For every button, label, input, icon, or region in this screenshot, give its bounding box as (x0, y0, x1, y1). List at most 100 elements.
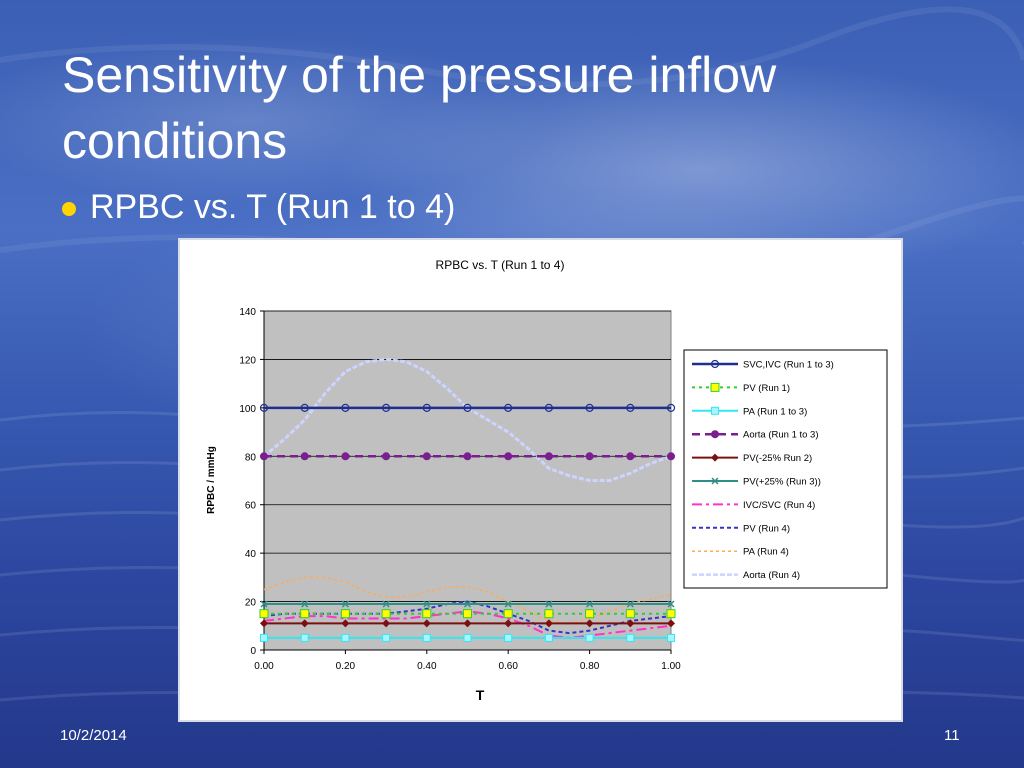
y-tick-label: 60 (245, 501, 257, 512)
data-point (259, 403, 269, 412)
legend-item: PV(-25% Run 2) (692, 453, 812, 464)
data-point (544, 619, 553, 628)
x-tick-label: 0.20 (336, 661, 356, 672)
data-point (585, 452, 594, 461)
data-point (544, 452, 553, 461)
data-point (422, 619, 431, 628)
slide-title: Sensitivity of the pressure inflow condi… (62, 47, 777, 169)
data-point (666, 609, 676, 619)
series-4 (260, 619, 675, 628)
data-point (260, 619, 268, 628)
y-axis-ticks: 0 20 40 60 80 100 120 140 (239, 307, 265, 657)
series-9 (263, 357, 672, 482)
data-point (341, 633, 350, 642)
y-tick-label: 80 (245, 452, 257, 463)
data-point (259, 609, 269, 619)
x-tick-label: 0.00 (254, 661, 274, 672)
x-tick-label: 1.00 (661, 661, 681, 672)
series-7 (263, 600, 672, 635)
legend-marker (711, 477, 719, 485)
legend-marker (711, 453, 719, 462)
data-point (504, 452, 513, 461)
data-point (463, 600, 472, 608)
chart-title: RPBC vs. T (Run 1 to 4) (436, 258, 565, 272)
legend-item: SVC,IVC (Run 1 to 3) (692, 360, 834, 371)
data-point (585, 403, 594, 412)
legend-label: PA (Run 4) (743, 547, 789, 558)
legend-label: SVC,IVC (Run 1 to 3) (743, 360, 834, 371)
data-point (463, 403, 472, 412)
data-point (626, 619, 635, 628)
data-point (667, 619, 675, 628)
data-point (585, 609, 595, 619)
data-point (666, 403, 676, 412)
data-point (260, 452, 268, 461)
legend-item: PA (Run 1 to 3) (692, 406, 807, 417)
data-point (625, 609, 635, 619)
series-line (263, 357, 672, 482)
x-tick-label: 0.60 (498, 661, 518, 672)
legend-item: Aorta (Run 1 to 3) (692, 430, 819, 441)
y-tick-label: 20 (245, 598, 257, 609)
data-point (503, 609, 513, 619)
page-number: 11 (944, 727, 960, 744)
data-point (300, 619, 309, 628)
series-2 (260, 633, 675, 642)
data-point (504, 403, 513, 412)
data-point (422, 633, 431, 642)
data-point (382, 619, 391, 628)
data-point (585, 619, 594, 628)
data-point (544, 633, 553, 642)
bullet-dot-icon (62, 201, 76, 216)
x-tick-label: 0.80 (580, 661, 600, 672)
data-point (301, 600, 309, 608)
series-8 (263, 576, 672, 625)
data-point (544, 609, 554, 619)
data-point (300, 403, 309, 412)
legend-marker (710, 359, 720, 369)
legend-item: PV (Run 4) (692, 523, 790, 534)
data-point (422, 609, 432, 619)
data-point (382, 452, 391, 461)
data-point (463, 633, 472, 642)
data-point (626, 452, 635, 461)
data-point (300, 633, 309, 642)
legend-marker (710, 382, 720, 392)
data-point (300, 609, 310, 619)
data-point (626, 403, 635, 412)
y-tick-label: 120 (239, 355, 256, 366)
series-line (263, 576, 672, 625)
series-line (263, 600, 672, 635)
x-tick-label: 0.40 (417, 661, 437, 672)
x-axis-ticks: 0.00 0.20 0.40 0.60 0.80 1.00 (254, 649, 681, 672)
legend-item: PV(+25% (Run 3)) (692, 477, 821, 488)
legend-item: PV (Run 1) (692, 382, 790, 394)
legend-item: Aorta (Run 4) (692, 570, 800, 581)
y-tick-label: 0 (250, 646, 256, 657)
legend-marker (711, 430, 719, 439)
series-lines (259, 357, 676, 642)
data-point (667, 600, 675, 608)
y-tick-label: 100 (239, 404, 256, 415)
data-point (463, 452, 472, 461)
series-5 (260, 600, 675, 608)
series-1 (259, 609, 676, 619)
legend-label: PV (Run 1) (743, 383, 790, 394)
data-point (544, 403, 553, 412)
y-tick-label: 140 (239, 307, 256, 318)
bullet-item: RPBC vs. T (Run 1 to 4) (62, 188, 455, 227)
legend-label: PV (Run 4) (743, 523, 790, 534)
data-point (340, 609, 350, 619)
legend-label: PA (Run 1 to 3) (743, 406, 807, 417)
data-point (341, 619, 350, 628)
data-point (586, 600, 594, 608)
data-point (585, 633, 594, 642)
series-3 (260, 452, 675, 461)
data-point (300, 452, 309, 461)
y-tick-label: 40 (245, 549, 257, 560)
data-point (260, 633, 268, 642)
data-point (260, 600, 268, 608)
legend-label: Aorta (Run 4) (743, 570, 800, 581)
data-point (504, 600, 512, 608)
y-axis-label: RPBC / mmHg (206, 446, 217, 514)
